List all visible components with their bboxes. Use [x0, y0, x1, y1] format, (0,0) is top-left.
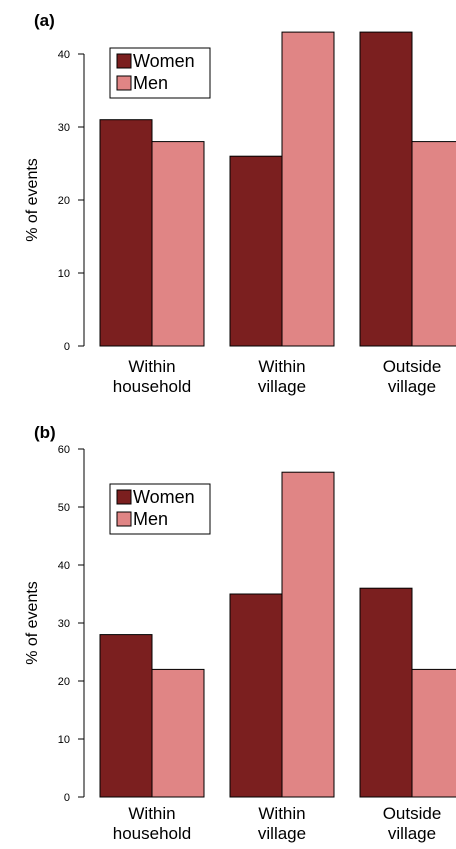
panel-a-bar-women: [359, 31, 413, 347]
panel-a-category-label: Outside: [383, 357, 442, 376]
panel-b-bar-men: [151, 668, 205, 798]
panel-b-y-tick-label: 0: [64, 792, 70, 804]
panel-b-category-label: Outside: [383, 804, 442, 823]
panel-a-bar-women: [99, 119, 153, 347]
panel-a-category-label: village: [388, 377, 436, 396]
panel-b-bar-women: [99, 634, 153, 798]
panel-b-category-label: village: [258, 824, 306, 843]
panel-b-bar-women: [359, 587, 413, 798]
panel-b-y-tick-label: 30: [58, 618, 70, 630]
panel-b-legend-label-men: Men: [133, 509, 168, 529]
panel-b-y-tick-label: 40: [58, 560, 70, 572]
panel-a-legend-swatch-women: [116, 53, 132, 69]
panel-a-label: (a): [34, 11, 55, 30]
panel-b-y-axis-title: % of events: [24, 581, 41, 665]
panel-b-label: (b): [34, 423, 56, 442]
panel-a-legend-label-women: Women: [133, 51, 195, 71]
panel-a-bar-men: [281, 31, 335, 347]
panel-b-category-label: village: [388, 824, 436, 843]
panel-a-legend-swatch-men: [116, 75, 132, 91]
panel-a-y-tick-label: 20: [58, 195, 70, 207]
panel-b-category-label: Within: [258, 804, 305, 823]
panel-a-y-tick-label: 0: [64, 341, 70, 353]
panel-a-legend-label-men: Men: [133, 73, 168, 93]
panel-a-y-tick-label: 30: [58, 122, 70, 134]
panel-a-bar-men: [411, 141, 456, 347]
panel-a-category-label: Within: [128, 357, 175, 376]
panel-a-y-tick-label: 10: [58, 268, 70, 280]
panel-b-legend-swatch-men: [116, 511, 132, 527]
panel-a-category-label: household: [113, 377, 191, 396]
panel-b-y-tick-label: 60: [58, 444, 70, 456]
panel-b-bar-men: [411, 668, 456, 798]
panel-a-bar-men: [151, 141, 205, 347]
panel-b-legend-label-women: Women: [133, 487, 195, 507]
panel-a-y-axis-title: % of events: [24, 158, 41, 242]
panel-b-bar-men: [281, 471, 335, 798]
panel-b-category-label: Within: [128, 804, 175, 823]
panel-b-legend-swatch-women: [116, 489, 132, 505]
panel-a-y-tick-label: 40: [58, 49, 70, 61]
panel-a-bar-women: [229, 155, 283, 347]
panel-a-category-label: village: [258, 377, 306, 396]
panel-b-y-tick-label: 10: [58, 734, 70, 746]
panel-a-category-label: Within: [258, 357, 305, 376]
panel-b-bar-women: [229, 593, 283, 798]
panel-b-y-tick-label: 20: [58, 676, 70, 688]
panel-b-category-label: household: [113, 824, 191, 843]
panel-b-y-tick-label: 50: [58, 502, 70, 514]
